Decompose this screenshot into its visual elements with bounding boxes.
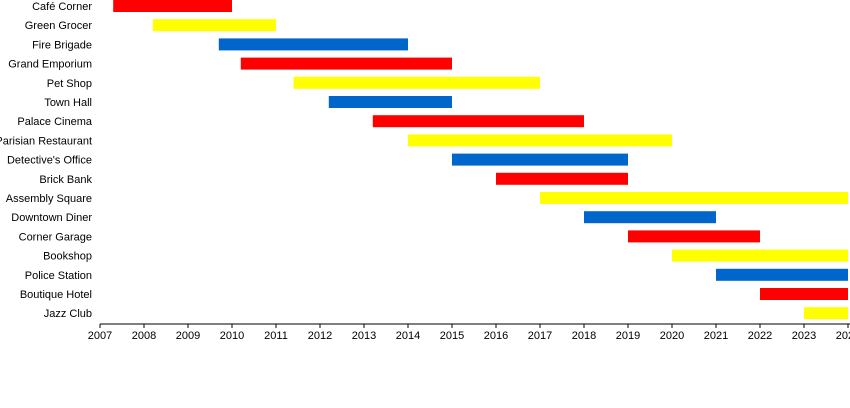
x-tick-label: 2014 (396, 330, 420, 342)
category-label: Green Grocer (25, 20, 93, 32)
category-label: Brick Bank (39, 174, 92, 186)
category-label: Police Station (25, 270, 92, 282)
category-label: Fire Brigade (32, 39, 92, 51)
bar-4 (293, 76, 540, 89)
x-tick-label: 2011 (264, 330, 288, 342)
category-label: Parisian Restaurant (0, 135, 92, 147)
x-tick-label: 2024 (836, 330, 850, 342)
bar-11 (584, 211, 716, 224)
category-label: Boutique Hotel (20, 289, 92, 301)
category-labels: Café Corner Green Grocer Fire Brigade Grand… (0, 1, 93, 320)
x-tick-label: 2021 (704, 330, 728, 342)
category-label: Downtown Diner (11, 212, 92, 224)
bar-14 (716, 268, 848, 281)
category-label: Palace Cinema (17, 116, 92, 128)
x-tick-label: 2019 (616, 330, 640, 342)
bar-12 (628, 230, 760, 243)
bar-15 (760, 288, 848, 300)
category-label: Grand Emporium (8, 59, 92, 71)
bar-8 (452, 153, 628, 166)
x-tick-label: 2012 (308, 330, 332, 342)
x-tick-label: 2017 (528, 330, 552, 342)
bar-3 (240, 57, 452, 70)
x-tick-label: 2015 (440, 330, 464, 342)
category-label: Detective's Office (7, 155, 92, 167)
bar-13 (672, 249, 848, 262)
x-tick-label: 2020 (660, 330, 684, 342)
x-tick-label: 2010 (220, 330, 244, 342)
category-label: Bookshop (43, 251, 92, 263)
bars-layer (113, 0, 848, 320)
category-label: Jazz Club (44, 308, 92, 320)
bar-10 (540, 192, 848, 204)
bar-16 (804, 307, 848, 320)
x-tick-label: 2022 (748, 330, 772, 342)
category-label: Café Corner (32, 1, 92, 13)
bar-7 (408, 134, 672, 147)
x-tick-label: 2018 (572, 330, 596, 342)
x-tick-label: 2013 (352, 330, 376, 342)
bar-5 (328, 96, 452, 108)
category-label: Town Hall (44, 97, 92, 109)
bar-9 (496, 172, 628, 185)
category-label: Pet Shop (47, 78, 92, 90)
bar-6 (372, 115, 584, 128)
bar-1 (152, 19, 276, 32)
x-tick-label: 2009 (176, 330, 200, 342)
x-tick-label: 2023 (792, 330, 816, 342)
bar-2 (218, 38, 408, 51)
x-tick-label: 2008 (132, 330, 156, 342)
x-axis: 2007 2008 2009 2010 2011 2012 2013 2014 2015 2016… (88, 323, 850, 342)
x-tick-label: 2016 (484, 330, 508, 342)
category-label: Assembly Square (6, 193, 92, 205)
bar-0 (113, 0, 232, 12)
x-tick-label: 2007 (88, 330, 112, 342)
category-label: Corner Garage (19, 231, 92, 243)
